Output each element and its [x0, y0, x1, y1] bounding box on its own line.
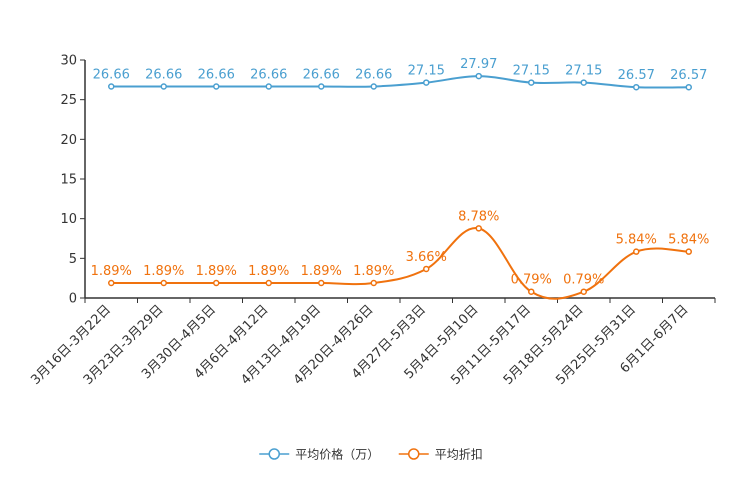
legend[interactable]: 平均价格（万） 平均折扣 [259, 447, 483, 462]
data-point [160, 83, 167, 90]
data-label: 1.89% [143, 264, 184, 279]
legend-marker-icon [268, 448, 280, 460]
data-label: 26.66 [198, 67, 235, 82]
data-point [370, 279, 377, 287]
data-point [160, 279, 167, 287]
data-point [423, 265, 430, 273]
data-label: 5.84% [616, 233, 657, 248]
data-label: 26.66 [250, 67, 287, 82]
y-tick-label: 25 [60, 93, 77, 108]
data-point [318, 83, 325, 90]
data-point [528, 288, 535, 295]
data-point [318, 279, 325, 287]
y-tick-label: 20 [60, 133, 77, 148]
data-label: 26.66 [93, 67, 130, 82]
data-label: 27.15 [408, 64, 445, 79]
data-label: 5.84% [668, 233, 709, 248]
data-label: 1.89% [196, 264, 237, 279]
data-label: 1.89% [353, 264, 394, 279]
legend-label: 平均折扣 [435, 447, 483, 462]
data-label: 1.89% [248, 264, 289, 279]
data-point [685, 248, 692, 255]
data-point [370, 83, 377, 90]
data-labels: 26.66 26.66 26.66 26.66 26.66 26.66 27.15 27.97… [91, 57, 710, 288]
data-point [108, 83, 115, 90]
legend-label: 平均价格（万） [295, 447, 379, 462]
legend-marker-icon [408, 448, 420, 460]
data-point [633, 83, 640, 91]
data-label: 0.79% [511, 273, 552, 288]
data-label: 26.66 [303, 67, 340, 82]
data-label: 26.66 [145, 67, 182, 82]
data-point [265, 83, 272, 90]
data-label: 3.66% [406, 250, 447, 265]
data-label: 27.97 [460, 57, 497, 72]
data-label: 27.15 [565, 64, 602, 79]
series-layer [108, 72, 692, 300]
data-point [580, 288, 587, 295]
data-label: 26.57 [670, 68, 707, 83]
y-tick-label: 10 [60, 212, 77, 227]
data-label: 0.79% [563, 273, 604, 288]
series-line-0 [111, 75, 689, 89]
data-point [423, 79, 430, 86]
data-point [265, 279, 272, 287]
data-label: 1.89% [301, 264, 342, 279]
data-point [213, 279, 220, 287]
data-label: 1.89% [91, 264, 132, 279]
data-point [475, 72, 482, 80]
data-point [108, 279, 115, 287]
legend-item-0[interactable]: 平均价格（万） [259, 447, 379, 462]
data-label: 26.57 [618, 68, 655, 83]
y-tick-label: 15 [60, 173, 77, 188]
data-point [213, 83, 220, 90]
data-point [685, 83, 692, 91]
data-label: 27.15 [513, 64, 550, 79]
data-point [475, 225, 482, 232]
axes: 0510152025303月16日-3月22日3月23日-3月29日3月30日-… [28, 54, 716, 388]
y-tick-label: 0 [69, 292, 77, 307]
data-point [528, 79, 535, 86]
y-tick-label: 30 [60, 54, 77, 69]
data-point [633, 248, 640, 255]
legend-item-1[interactable]: 平均折扣 [398, 447, 483, 462]
data-label: 26.66 [355, 67, 392, 82]
y-tick-label: 5 [69, 252, 77, 267]
data-point [580, 79, 587, 86]
data-label: 8.78% [458, 209, 499, 224]
